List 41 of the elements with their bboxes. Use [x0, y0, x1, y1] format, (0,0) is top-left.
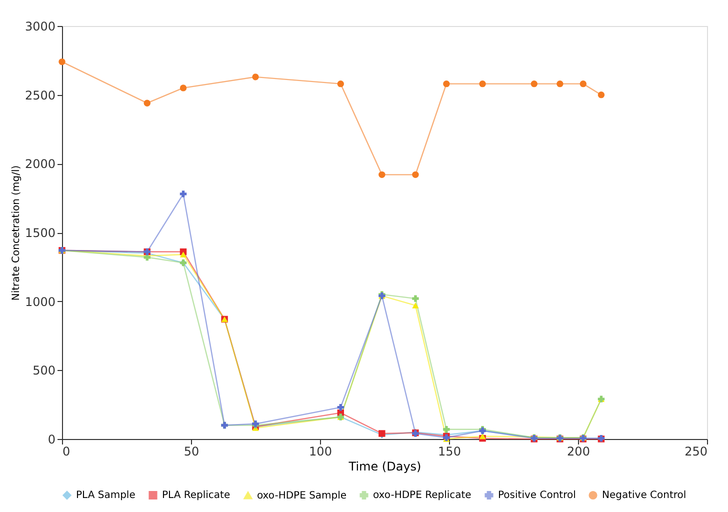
point [180, 84, 187, 92]
point [180, 190, 187, 198]
x-tick-label: 50 [184, 444, 200, 458]
point [180, 252, 187, 258]
y-tick-label: 3000 [24, 20, 56, 34]
legend-label: PLA Sample [76, 490, 136, 502]
point [598, 91, 605, 98]
y-axis-title: Nitrate Concetration (mg/l) [10, 165, 22, 301]
y-tick-label: 2500 [24, 88, 56, 102]
point [144, 100, 150, 106]
point [580, 80, 587, 88]
point [378, 171, 386, 178]
x-tick-label: 0 [62, 444, 70, 458]
point [443, 426, 450, 433]
point [412, 302, 419, 308]
x-tick-label: 200 [567, 444, 590, 458]
y-tick-label: 1500 [24, 226, 56, 240]
legend-label: oxo-HDPE Replicate [373, 490, 472, 502]
x-tick-label: 150 [438, 444, 461, 458]
point [412, 295, 419, 302]
x-tick-label: 250 [684, 444, 708, 458]
x-tick-label: 100 [309, 444, 332, 458]
point [412, 171, 419, 178]
point [252, 74, 259, 80]
legend-label: PLA Replicate [162, 490, 230, 502]
y-tick-label: 0 [48, 432, 56, 446]
legend-label: oxo-HDPE Sample [257, 490, 347, 502]
point [479, 433, 486, 440]
point [58, 58, 66, 66]
x-axis-title: Time (Days) [348, 460, 422, 474]
point [443, 80, 450, 88]
y-tick-label: 1000 [24, 294, 56, 309]
point [479, 80, 486, 88]
point [337, 80, 344, 88]
point [556, 80, 564, 88]
legend-label: Negative Control [602, 490, 686, 502]
point [337, 404, 344, 411]
y-tick-label: 500 [32, 364, 56, 378]
point [530, 80, 538, 88]
y-tick-label: 2000 [24, 157, 56, 172]
legend-label: Positive Control [498, 490, 576, 502]
